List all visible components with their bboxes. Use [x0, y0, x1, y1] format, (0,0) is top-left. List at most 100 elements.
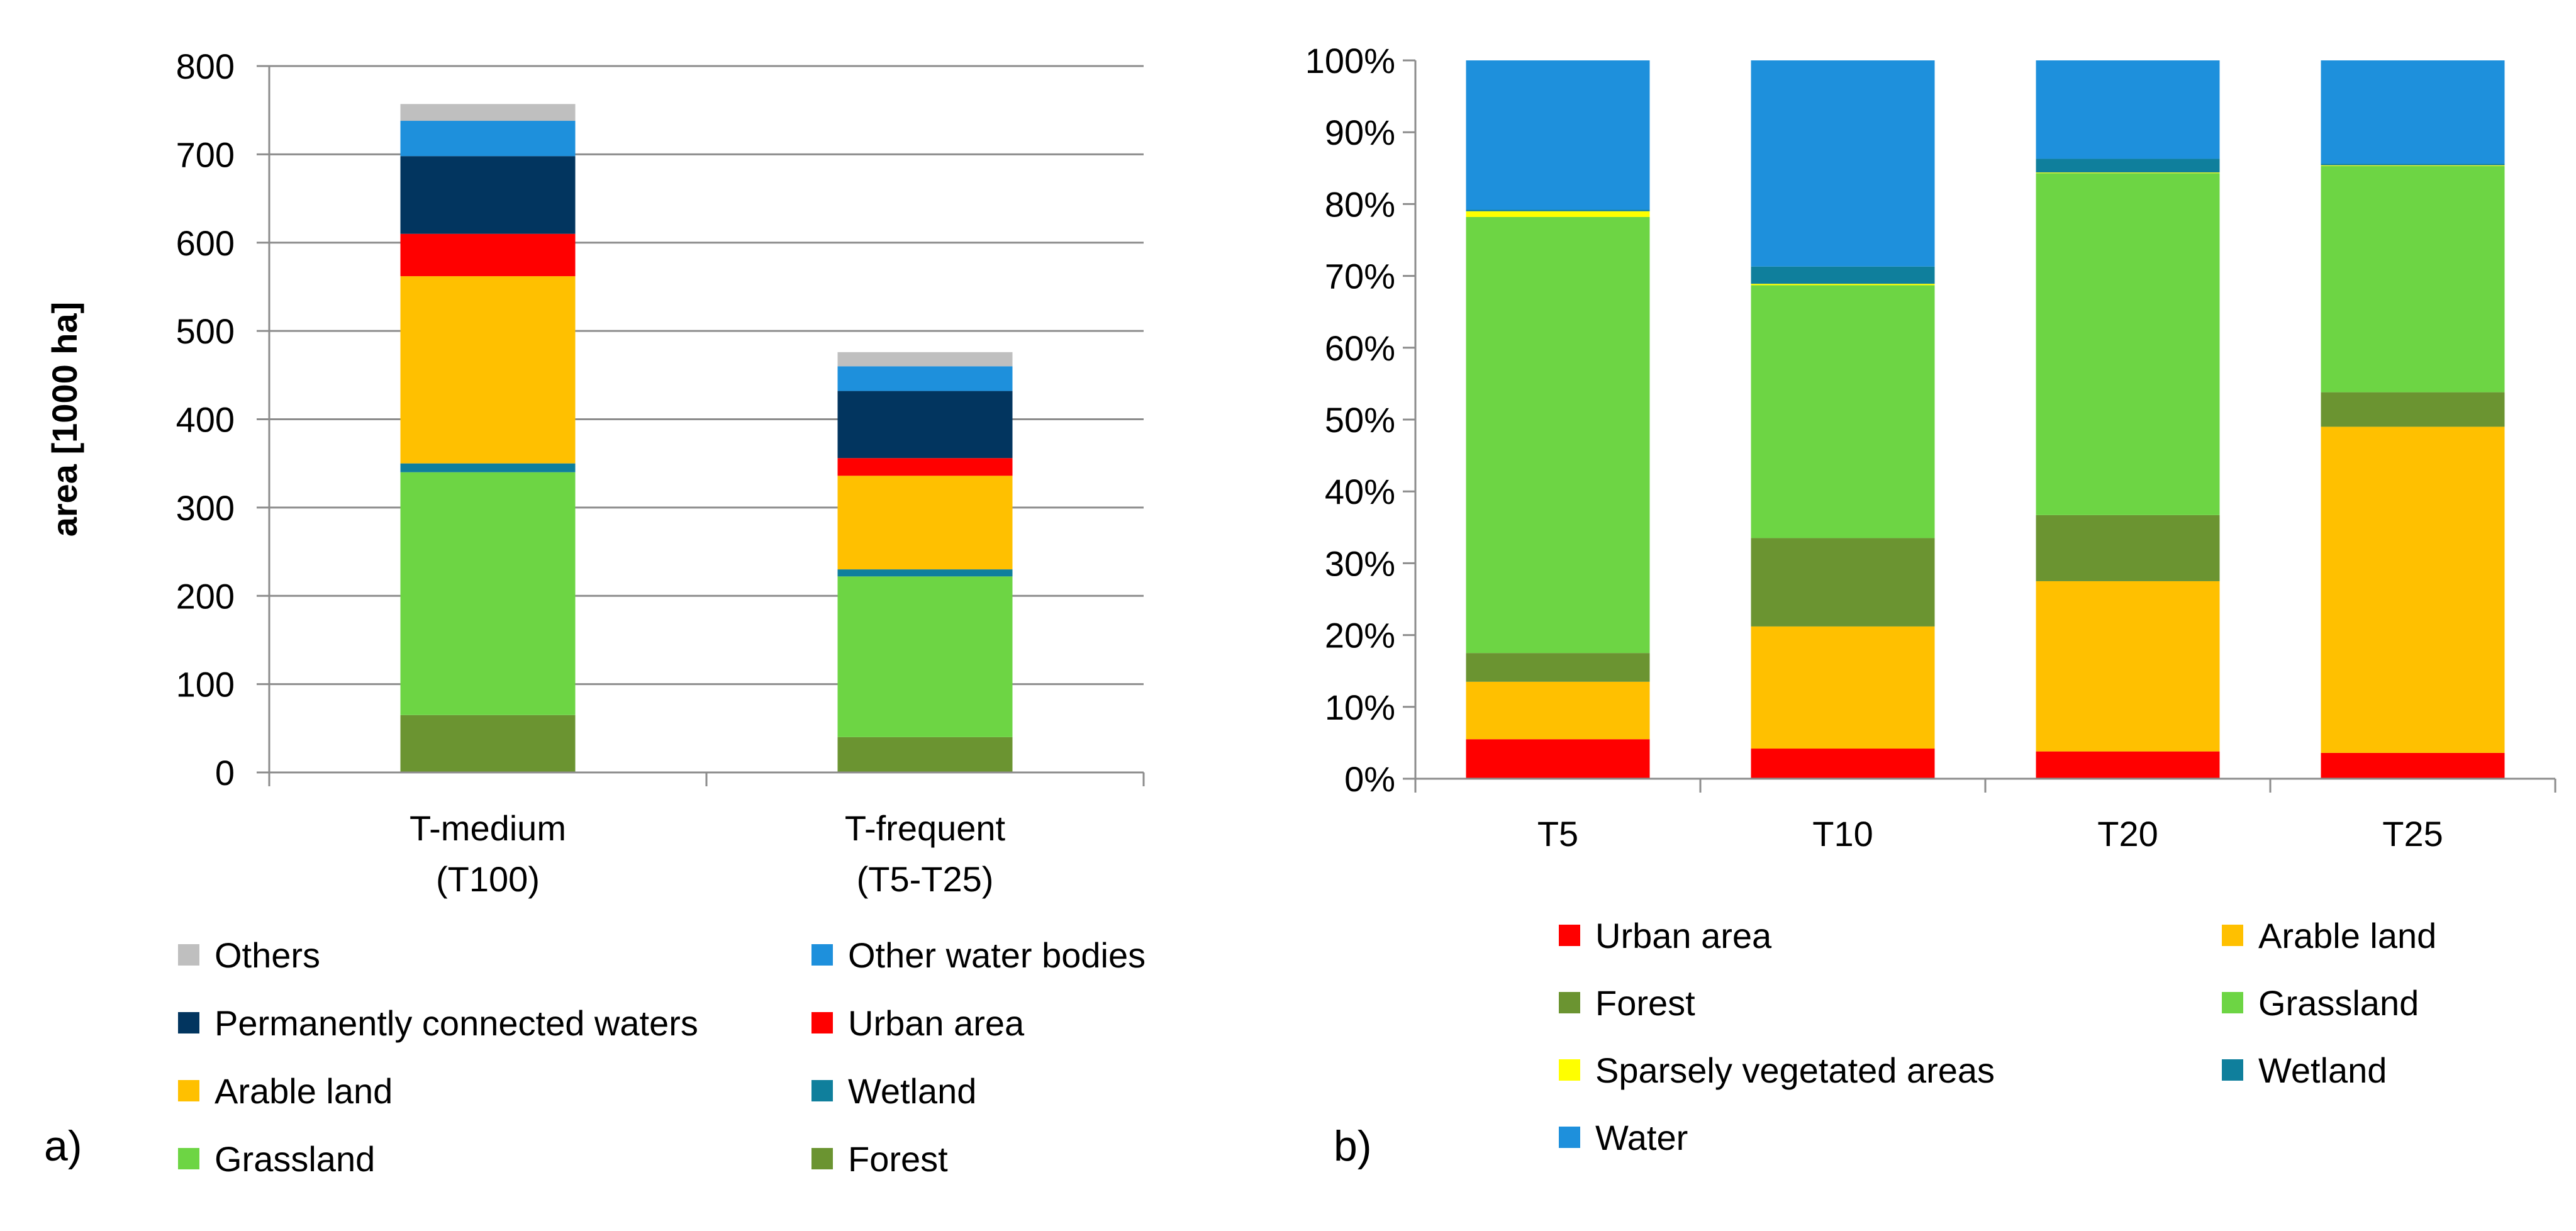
panel-label-a: a): [44, 1122, 82, 1170]
legend-swatch: [1559, 992, 1580, 1013]
bar-segment-permanently-connected-waters: [837, 391, 1013, 459]
bar-segment-water: [2321, 60, 2505, 164]
x-tick-label: T20: [2097, 814, 2158, 854]
bar-segment-urban-area: [2036, 751, 2220, 779]
legend-swatch: [1559, 1059, 1580, 1081]
bar-segment-arable-land: [2321, 426, 2505, 753]
bar-segment-arable-land: [2036, 581, 2220, 752]
x-tick-label: T-medium: [410, 808, 566, 848]
legend-swatch: [178, 1012, 199, 1033]
bar-segment-forest: [2321, 392, 2505, 427]
panel-label-b: b): [1334, 1122, 1371, 1170]
bar-segment-forest: [837, 737, 1013, 772]
legend-label: Arable land: [215, 1071, 393, 1111]
y-tick-label: 400: [176, 400, 235, 440]
bar-segment-grassland: [837, 576, 1013, 737]
y-tick-label: 20%: [1325, 616, 1395, 655]
y-tick-label: 30%: [1325, 543, 1395, 583]
bar-segment-others: [837, 352, 1013, 367]
bar-segment-grassland: [1466, 216, 1650, 654]
y-tick-label: 70%: [1325, 257, 1395, 296]
y-tick-label: 200: [176, 576, 235, 616]
bar-segment-forest: [2036, 515, 2220, 581]
y-tick-label: 500: [176, 311, 235, 351]
legend-label: Others: [215, 935, 320, 975]
bar-segment-urban-area: [837, 458, 1013, 476]
legend-label: Grassland: [215, 1139, 375, 1179]
legend-swatch: [178, 1080, 199, 1101]
bar-segment-wetland: [2321, 164, 2505, 165]
bar-segment-arable-land: [1751, 626, 1935, 749]
legend-label: Arable land: [2258, 916, 2436, 955]
y-tick-label: 100: [176, 665, 235, 705]
legend-label: Forest: [848, 1139, 948, 1179]
bar-segment-wetland: [1466, 209, 1650, 211]
legend-swatch: [2222, 1059, 2243, 1081]
y-axis-label: area [1000 ha]: [45, 302, 84, 537]
legend-swatch: [178, 1148, 199, 1169]
y-tick-label: 0%: [1344, 759, 1395, 799]
bar-segment-other-water-bodies: [400, 121, 576, 157]
legend-label: Urban area: [848, 1003, 1025, 1043]
y-tick-label: 300: [176, 488, 235, 528]
legend-label: Urban area: [1595, 916, 1772, 955]
y-tick-label: 100%: [1305, 41, 1395, 81]
bar-segment-sparsely-vegetated-areas: [1466, 211, 1650, 217]
chart-a: 0 100 200 300 400 500 600 700 800 area [1000 ha] T…: [45, 47, 1146, 1179]
legend-label: Water: [1595, 1118, 1688, 1157]
bar-segment-wetland: [2036, 159, 2220, 173]
bar-segment-urban-area: [400, 233, 576, 277]
bar-segment-others: [400, 104, 576, 121]
legend-swatch: [2222, 992, 2243, 1013]
bar-segment-water: [1751, 60, 1935, 267]
y-tick-label: 600: [176, 223, 235, 263]
bar-segment-forest: [1466, 653, 1650, 682]
bar-segment-grassland: [400, 472, 576, 715]
x-tick-label: (T5-T25): [857, 859, 994, 899]
y-tick-label: 700: [176, 135, 235, 174]
y-tick-label: 10%: [1325, 688, 1395, 727]
bar-segment-urban-area: [1466, 739, 1650, 779]
x-tick-label: T-frequent: [845, 808, 1006, 848]
bar-segment-grassland: [2321, 165, 2505, 393]
legend-label: Other water bodies: [848, 935, 1146, 975]
y-tick-label: 40%: [1325, 472, 1395, 511]
legend-swatch: [2222, 925, 2243, 946]
legend-swatch: [178, 944, 199, 966]
bar-segment-urban-area: [2321, 752, 2505, 779]
bar-segment-wetland: [1751, 266, 1935, 284]
bar-segment-permanently-connected-waters: [400, 156, 576, 234]
bar-segment-wetland: [837, 569, 1013, 577]
x-tick-label: T5: [1537, 814, 1578, 854]
legend-swatch: [811, 1012, 833, 1033]
x-tick-label: (T100): [436, 859, 540, 899]
y-tick-label: 0: [215, 753, 235, 793]
y-tick-label: 90%: [1325, 113, 1395, 152]
bar-segment-grassland: [1751, 285, 1935, 538]
bar-segment-forest: [1751, 538, 1935, 627]
legend-swatch: [1559, 925, 1580, 946]
legend-label: Wetland: [2258, 1050, 2387, 1090]
legend-swatch: [811, 1080, 833, 1101]
bar-segment-other-water-bodies: [837, 366, 1013, 391]
bar-segment-water: [1466, 60, 1650, 210]
bar-segment-arable-land: [837, 476, 1013, 570]
bar-segment-sparsely-vegetated-areas: [2321, 165, 2505, 166]
legend-swatch: [1559, 1127, 1580, 1148]
legend-label: Grassland: [2258, 983, 2419, 1023]
legend-swatch: [811, 1148, 833, 1169]
legend-label: Permanently connected waters: [215, 1003, 698, 1043]
bar-segment-arable-land: [1466, 681, 1650, 740]
y-tick-label: 80%: [1325, 184, 1395, 224]
chart-b: 0% 10% 20% 30% 40% 50% 60% 70% 80% 90% 100% T5 T10 T2…: [1305, 41, 2556, 1157]
legend-label: Forest: [1595, 983, 1695, 1023]
bar-segment-sparsely-vegetated-areas: [1751, 284, 1935, 286]
legend-label: Wetland: [848, 1071, 976, 1111]
bar-segment-wetland: [400, 463, 576, 472]
bar-segment-grassland: [2036, 173, 2220, 515]
bar-segment-arable-land: [400, 276, 576, 464]
bar-segment-water: [2036, 60, 2220, 159]
bar-segment-urban-area: [1751, 749, 1935, 779]
bar-segment-forest: [400, 715, 576, 772]
bar-segment-sparsely-vegetated-areas: [2036, 172, 2220, 174]
